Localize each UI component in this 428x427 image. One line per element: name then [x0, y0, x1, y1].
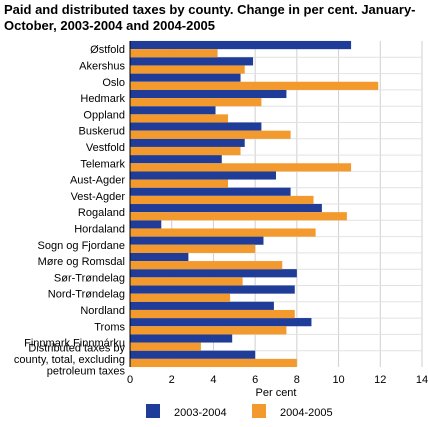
bar-2003-2004-11: [130, 220, 162, 229]
bar-2003-2004-19: [130, 350, 256, 359]
bar-2003-2004-15: [130, 285, 295, 294]
bar-2004-2005-18: [130, 342, 201, 351]
category-label: Aust-Agder: [70, 175, 125, 187]
bar-2003-2004-13: [130, 252, 189, 262]
bar-2003-2004-3: [130, 89, 287, 99]
legend: 2003-2004 2004-2005: [146, 404, 333, 419]
bar-2004-2005-12: [130, 244, 256, 253]
bar-2004-2005-17: [130, 326, 287, 335]
bar-2003-2004-2: [130, 73, 241, 82]
bar-2003-2004-10: [130, 203, 322, 213]
bar-2004-2005-11: [130, 228, 316, 237]
category-label: Hordaland: [74, 223, 125, 235]
category-labels: Østfold Akershus Oslo Hedmark Oppland Buskeru…: [14, 44, 126, 377]
category-label: Hedmark: [80, 93, 125, 105]
bar-2003-2004-16: [130, 301, 274, 310]
bar-2004-2005-15: [130, 293, 231, 302]
x-axis-title: Per cent: [256, 387, 297, 399]
bar-2003-2004-0: [130, 40, 352, 50]
category-label: Møre og Romsdal: [38, 256, 125, 268]
bar-2003-2004-8: [130, 171, 276, 180]
chart-title: Paid and distributed taxes by county. Ch…: [4, 2, 416, 33]
bar-2004-2005-19: [130, 358, 297, 368]
bar-2004-2005-3: [130, 98, 262, 107]
category-label: Akershus: [79, 60, 125, 72]
bar-2004-2005-5: [130, 130, 291, 139]
bar-2003-2004-7: [130, 155, 222, 164]
bar-2004-2005-10: [130, 212, 347, 221]
bar-2004-2005-6: [130, 146, 241, 156]
category-label: Troms: [94, 321, 125, 333]
category-label: Nordland: [80, 305, 125, 317]
category-label: Oslo: [102, 77, 125, 89]
category-label: Telemark: [80, 158, 125, 170]
bar-2003-2004-17: [130, 318, 312, 327]
category-label: Vest-Agder: [71, 191, 126, 203]
x-tick-label: 0: [127, 374, 133, 386]
bar-2003-2004-6: [130, 138, 245, 147]
bar-2003-2004-9: [130, 187, 291, 196]
legend-label-2004-2005: 2004-2005: [280, 407, 333, 419]
category-label: Nord-Trøndelag: [48, 289, 125, 301]
x-tick-label: 2: [169, 374, 175, 386]
bar-2003-2004-18: [130, 334, 233, 343]
x-tick-label: 8: [294, 374, 300, 386]
legend-swatch-2003-2004: [146, 404, 160, 418]
bar-2004-2005-4: [130, 114, 229, 123]
bar-2004-2005-14: [130, 277, 243, 286]
x-tick-label: 14: [416, 374, 428, 386]
bar-2003-2004-12: [130, 236, 264, 245]
bar-2004-2005-1: [130, 65, 245, 74]
bar-2003-2004-5: [130, 122, 262, 131]
bars: [130, 40, 379, 368]
category-label: Vestfold: [86, 142, 125, 154]
category-label: Østfold: [90, 44, 125, 56]
x-tick-label: 6: [252, 374, 258, 386]
bar-2003-2004-1: [130, 57, 254, 66]
category-label: Buskerud: [79, 126, 125, 138]
category-label: petroleum taxes: [47, 365, 126, 377]
bar-2004-2005-13: [130, 261, 283, 270]
category-label: Oppland: [83, 109, 125, 121]
bar-2003-2004-4: [130, 106, 216, 115]
bar-2003-2004-14: [130, 269, 297, 278]
bar-2004-2005-9: [130, 195, 314, 205]
category-label: Rogaland: [78, 207, 125, 219]
bar-2004-2005-7: [130, 163, 352, 172]
legend-swatch-2004-2005: [252, 404, 266, 418]
category-label: Distributed taxes by: [28, 342, 125, 354]
x-tick-label: 12: [374, 374, 386, 386]
x-tick-label: 4: [210, 374, 216, 386]
category-label: Finnmark Finnmárku: [24, 338, 125, 350]
bar-2004-2005-16: [130, 309, 295, 319]
bar-2004-2005-0: [130, 49, 218, 58]
category-label: Sør-Trøndelag: [54, 272, 125, 284]
legend-label-2003-2004: 2003-2004: [174, 407, 227, 419]
category-label: Sogn og Fjordane: [38, 240, 125, 252]
x-tick-labels: 0 2 4 6 8 10 12 14: [127, 374, 428, 386]
bar-2004-2005-2: [130, 81, 379, 90]
x-tick-label: 10: [332, 374, 344, 386]
category-label: county, total, excluding: [14, 354, 125, 366]
bar-2004-2005-8: [130, 179, 229, 188]
